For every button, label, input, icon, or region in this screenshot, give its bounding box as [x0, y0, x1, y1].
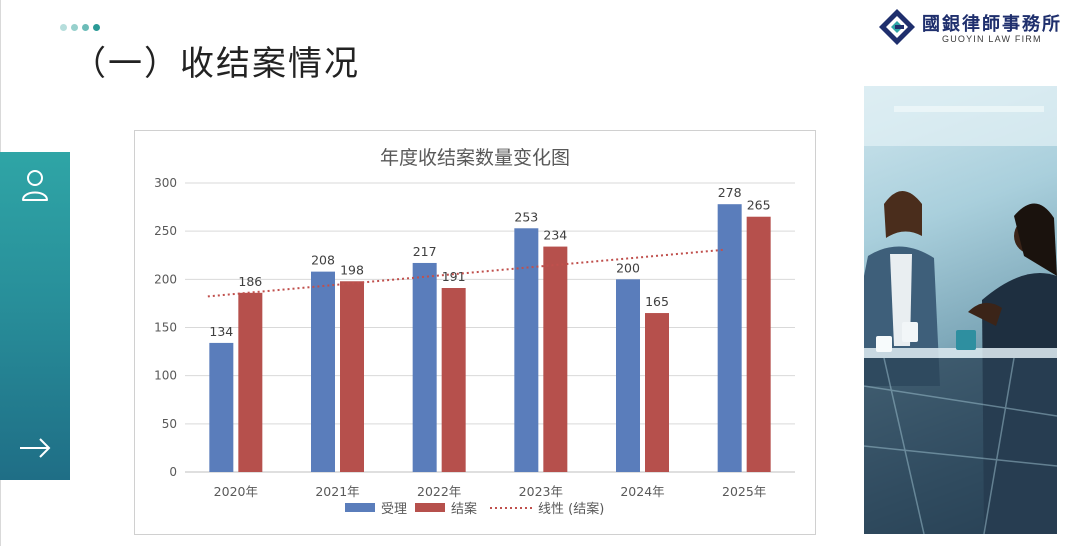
legend-swatch-closed	[415, 503, 445, 512]
y-tick-label: 150	[154, 321, 177, 335]
data-label: 200	[616, 260, 640, 275]
x-tick-label: 2022年	[417, 484, 461, 499]
data-label: 208	[311, 253, 335, 268]
decor-dot	[71, 24, 78, 31]
arrow-right-icon[interactable]	[19, 436, 51, 464]
bar-closed	[746, 216, 771, 472]
bar-accepted	[209, 342, 234, 472]
chart-title: 年度收结案数量变化图	[380, 147, 570, 169]
data-label: 191	[442, 269, 466, 284]
bar-accepted	[616, 279, 640, 472]
data-label: 217	[413, 244, 437, 259]
trendline-closed	[207, 248, 725, 298]
decor-dot	[93, 24, 100, 31]
bar-accepted	[514, 228, 539, 472]
legend-label-closed: 结案	[451, 502, 477, 517]
business-meeting-photo	[864, 86, 1057, 534]
data-label: 265	[747, 198, 771, 213]
photo-illustration	[864, 86, 1057, 534]
x-tick-label: 2025年	[722, 484, 766, 499]
data-label: 278	[718, 185, 742, 200]
chart-trendline	[207, 248, 725, 298]
firm-logo: 國銀律師事務所 GUOYIN LAW FIRM	[878, 8, 1060, 50]
bar-closed	[543, 246, 568, 472]
firm-name-english: GUOYIN LAW FIRM	[942, 34, 1042, 44]
chart-y-axis: 0 50 100 150 200 250 300	[154, 176, 177, 479]
chart-gridlines	[185, 182, 795, 473]
firm-name: 國銀律師事務所	[922, 14, 1062, 35]
bar-closed	[238, 292, 263, 472]
chart-legend: 受理 结案 线性 (结案)	[345, 502, 604, 517]
bar-closed	[645, 313, 669, 472]
bar-accepted	[311, 271, 335, 472]
data-label: 253	[514, 209, 538, 224]
data-label: 186	[238, 274, 262, 289]
y-tick-label: 250	[154, 224, 177, 238]
page-title: （一）收结案情况	[72, 44, 360, 84]
x-tick-label: 2024年	[620, 484, 664, 499]
chart-x-axis: 2020年 2021年 2022年 2023年 2024年 2025年	[214, 484, 767, 499]
legend-label-accepted: 受理	[381, 502, 407, 517]
legend-label-trendline: 线性 (结案)	[538, 502, 604, 517]
y-tick-label: 300	[154, 176, 177, 190]
bar-closed	[441, 288, 466, 472]
x-tick-label: 2023年	[519, 484, 563, 499]
chart-frame: 年度收结案数量变化图 0 50 100 150 200 250 300 134 186 208 1…	[134, 130, 816, 535]
y-tick-label: 200	[154, 272, 177, 286]
side-navigation-tab[interactable]	[0, 152, 70, 480]
bar-accepted	[717, 204, 742, 472]
data-label: 165	[645, 294, 669, 309]
decor-dot	[60, 24, 67, 31]
title-dots-decoration	[60, 24, 100, 31]
y-tick-label: 100	[154, 369, 177, 383]
data-label: 198	[340, 262, 364, 277]
x-tick-label: 2020年	[214, 484, 258, 499]
data-label: 234	[543, 228, 567, 243]
chart-bars: 134 186 208 198 217 191 253 234 200 165 278 265	[209, 185, 771, 472]
diamond-logo-icon	[879, 9, 915, 45]
y-tick-label: 50	[162, 417, 177, 431]
bar-accepted	[412, 262, 437, 472]
legend-swatch-accepted	[345, 503, 375, 512]
user-icon[interactable]	[19, 168, 51, 206]
bar-closed	[340, 281, 364, 472]
decor-dot	[82, 24, 89, 31]
data-label: 134	[209, 324, 233, 339]
x-tick-label: 2021年	[315, 484, 359, 499]
y-tick-label: 0	[169, 465, 177, 479]
